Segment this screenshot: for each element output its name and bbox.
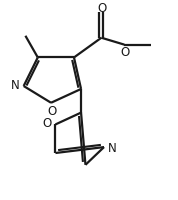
- Text: O: O: [42, 117, 52, 130]
- Text: N: N: [108, 142, 117, 155]
- Text: N: N: [11, 79, 20, 92]
- Text: O: O: [47, 105, 57, 118]
- Text: O: O: [98, 2, 107, 15]
- Text: O: O: [121, 46, 130, 59]
